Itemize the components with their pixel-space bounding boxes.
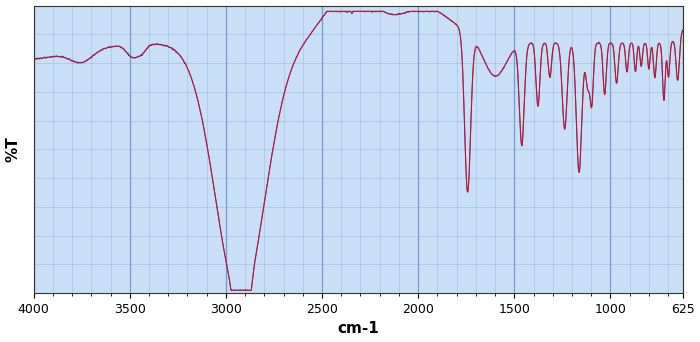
X-axis label: cm-1: cm-1 bbox=[337, 321, 379, 337]
Y-axis label: %T: %T bbox=[6, 136, 20, 162]
